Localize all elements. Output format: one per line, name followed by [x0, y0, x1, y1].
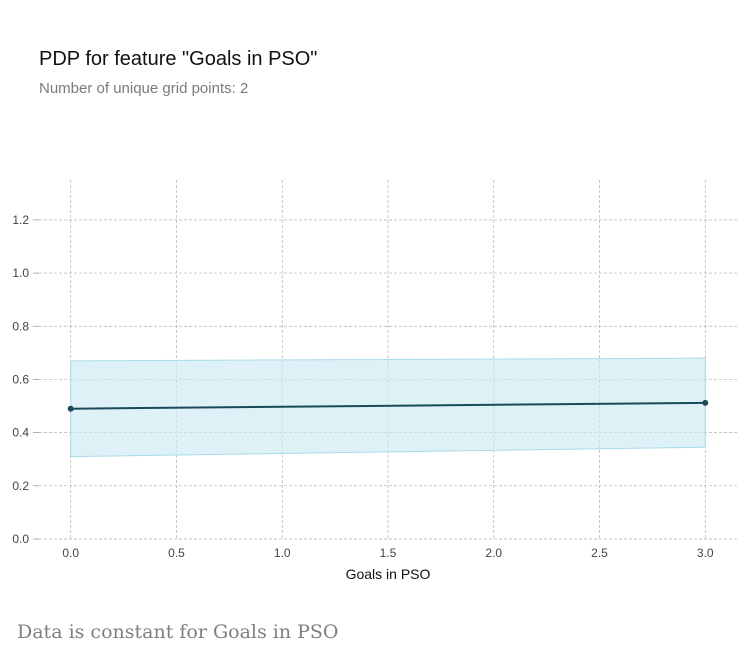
confidence-band-layer: [70, 357, 706, 458]
chart-title: PDP for feature "Goals in PSO": [39, 48, 318, 70]
y-tick-label: 0.2: [12, 479, 29, 493]
y-tick-label: 1.2: [12, 213, 29, 227]
x-tick-label: 1.0: [274, 546, 291, 560]
x-axis-ticks: 0.0 0.5 1.0 1.5 2.0 2.5 3.0: [62, 546, 714, 560]
x-tick-label: 2.5: [591, 546, 608, 560]
x-tick-label: 3.0: [697, 546, 714, 560]
x-axis-label: Goals in PSO: [346, 566, 431, 582]
x-tick-label: 2.0: [485, 546, 502, 560]
x-tick-label: 0.0: [62, 546, 79, 560]
pdp-point: [67, 405, 74, 412]
chart-subtitle: Number of unique grid points: 2: [39, 80, 249, 97]
y-tick-label: 1.0: [12, 266, 29, 280]
y-tick-label: 0.6: [12, 372, 29, 386]
pdp-point: [702, 399, 709, 406]
x-tick-label: 0.5: [168, 546, 185, 560]
constant-data-note: Data is constant for Goals in PSO: [17, 621, 339, 643]
pdp-line: [70, 401, 706, 410]
y-tick-label: 0.8: [12, 319, 29, 333]
y-tick-label: 0.4: [12, 426, 29, 440]
y-tick-label: 0.0: [12, 532, 29, 546]
x-tick-label: 1.5: [380, 546, 397, 560]
y-axis-ticks: 0.0 0.2 0.4 0.6 0.8 1.0 1.2: [12, 213, 29, 546]
series-line-layer: [67, 399, 709, 412]
confidence-band: [70, 357, 706, 458]
